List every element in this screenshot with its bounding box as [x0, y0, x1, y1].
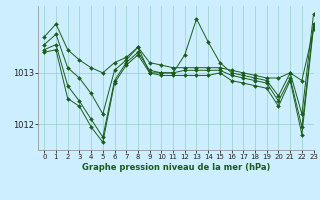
X-axis label: Graphe pression niveau de la mer (hPa): Graphe pression niveau de la mer (hPa)	[82, 163, 270, 172]
